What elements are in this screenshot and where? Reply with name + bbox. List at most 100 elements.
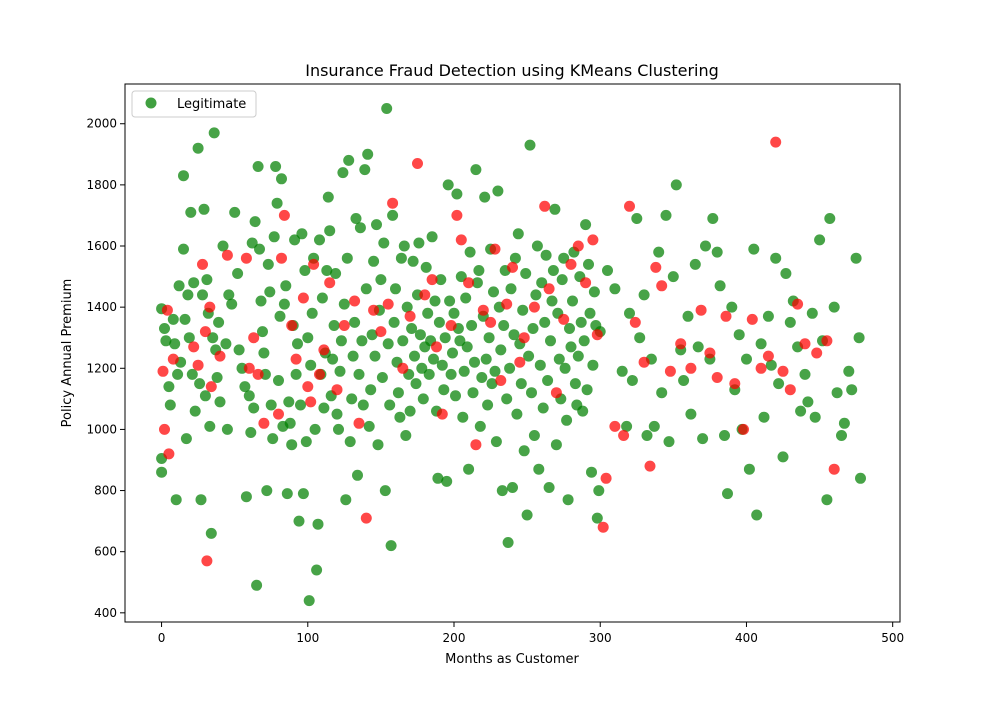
data-point-legitimate-62	[261, 485, 273, 497]
data-point-legitimate-32	[205, 527, 217, 539]
data-point-series-1-12	[214, 350, 226, 362]
data-point-legitimate-146	[384, 399, 396, 411]
data-point-series-1-87	[729, 378, 741, 390]
data-point-legitimate-195	[455, 271, 467, 283]
data-point-legitimate-245	[528, 430, 540, 441]
data-point-legitimate-339	[784, 316, 796, 328]
data-point-legitimate-203	[467, 387, 479, 399]
data-point-legitimate-72	[276, 173, 287, 185]
data-point-legitimate-213	[482, 399, 494, 411]
data-point-legitimate-129	[359, 164, 371, 176]
data-point-series-1-11	[205, 381, 217, 393]
data-point-legitimate-267	[561, 414, 573, 426]
data-point-series-1-41	[404, 310, 416, 322]
data-point-legitimate-84	[293, 515, 305, 527]
data-point-legitimate-97	[312, 518, 324, 530]
data-point-legitimate-141	[376, 372, 388, 383]
data-point-legitimate-55	[251, 579, 263, 591]
data-point-legitimate-319	[711, 246, 723, 258]
data-point-legitimate-13	[178, 243, 189, 255]
data-point-series-1-28	[314, 368, 325, 380]
data-point-legitimate-83	[292, 338, 303, 350]
y-tick-label-1200: 1200	[86, 361, 117, 375]
data-point-legitimate-306	[663, 436, 675, 448]
data-point-legitimate-281	[581, 384, 593, 396]
data-point-series-1-82	[685, 362, 697, 374]
data-point-legitimate-44	[229, 206, 241, 218]
data-point-legitimate-154	[395, 252, 407, 264]
data-point-legitimate-37	[213, 316, 225, 328]
data-point-legitimate-255	[543, 482, 555, 493]
data-point-series-1-34	[353, 417, 365, 429]
data-point-series-1-42	[412, 158, 423, 169]
legend-label-legitimate: Legitimate	[177, 97, 246, 112]
data-point-legitimate-266	[559, 362, 571, 374]
data-point-legitimate-334	[765, 359, 777, 371]
data-point-legitimate-113	[335, 335, 347, 347]
data-point-series-1-49	[455, 234, 467, 246]
data-point-legitimate-273	[569, 378, 581, 390]
data-point-series-1-53	[485, 316, 497, 328]
data-point-series-1-79	[656, 280, 668, 292]
data-point-legitimate-19	[185, 206, 197, 218]
data-point-legitimate-206	[471, 277, 483, 289]
data-point-series-1-29	[318, 344, 330, 356]
data-point-legitimate-181	[435, 274, 447, 286]
data-point-legitimate-342	[795, 405, 807, 417]
data-point-legitimate-137	[371, 219, 382, 231]
y-tick-label-1400: 1400	[86, 300, 117, 314]
data-point-legitimate-295	[624, 307, 635, 319]
data-point-series-1-95	[792, 298, 804, 310]
data-point-legitimate-111	[333, 423, 344, 435]
data-point-legitimate-108	[328, 320, 340, 331]
data-point-series-1-92	[770, 136, 782, 148]
y-tick-label-2000: 2000	[86, 117, 117, 131]
data-point-legitimate-112	[334, 365, 346, 377]
data-point-legitimate-22	[189, 405, 201, 417]
data-point-series-1-88	[738, 423, 749, 435]
y-tick-label-600: 600	[94, 545, 117, 559]
data-point-legitimate-53	[248, 402, 260, 414]
data-point-legitimate-241	[523, 350, 535, 362]
data-point-series-1-89	[746, 313, 758, 325]
data-point-series-1-90	[755, 362, 767, 374]
data-point-series-1-98	[821, 335, 833, 347]
data-point-legitimate-87	[297, 488, 309, 500]
data-point-legitimate-327	[741, 353, 752, 365]
data-point-legitimate-188	[445, 368, 457, 380]
data-point-legitimate-135	[368, 255, 380, 267]
data-point-legitimate-197	[458, 365, 470, 377]
data-point-legitimate-132	[363, 420, 375, 432]
data-point-legitimate-299	[638, 289, 650, 301]
data-point-legitimate-164	[410, 378, 422, 390]
data-point-legitimate-336	[773, 378, 785, 390]
data-point-legitimate-285	[587, 359, 599, 371]
data-point-legitimate-167	[414, 329, 426, 341]
data-point-legitimate-232	[509, 252, 521, 264]
data-point-series-1-14	[240, 252, 252, 264]
data-point-legitimate-120	[346, 393, 358, 405]
data-point-legitimate-313	[689, 258, 701, 270]
data-point-legitimate-185	[441, 475, 453, 487]
data-point-legitimate-300	[641, 430, 653, 441]
data-point-legitimate-65	[265, 399, 277, 411]
legend-box	[131, 90, 257, 118]
data-point-legitimate-131	[362, 148, 374, 160]
data-point-legitimate-331	[755, 338, 767, 350]
data-point-legitimate-40	[220, 338, 232, 350]
data-point-legitimate-258	[547, 265, 559, 276]
data-point-series-1-45	[431, 341, 442, 353]
data-point-legitimate-254	[542, 375, 554, 386]
data-point-legitimate-66	[267, 433, 279, 445]
data-point-legitimate-282	[583, 258, 594, 270]
data-point-legitimate-171	[420, 261, 432, 273]
data-point-legitimate-7	[167, 313, 179, 325]
data-point-legitimate-204	[469, 356, 480, 368]
data-point-series-1-73	[618, 430, 630, 441]
data-point-legitimate-64	[264, 286, 276, 298]
data-point-legitimate-320	[714, 280, 726, 292]
data-point-legitimate-190	[448, 307, 460, 319]
data-point-legitimate-247	[531, 240, 543, 252]
data-point-legitimate-116	[340, 494, 352, 506]
